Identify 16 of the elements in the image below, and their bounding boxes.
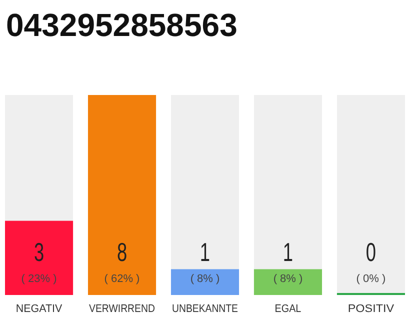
data-label: ( 8% ) (190, 273, 220, 285)
data-label: ( 8% ) (273, 273, 303, 285)
data-label: ( 62% ) (104, 273, 140, 285)
annotation: 3 (34, 238, 44, 267)
annotation: 1 (200, 238, 210, 267)
x-tick-label: EGAL (274, 303, 304, 315)
data-label: ( 23% ) (21, 273, 57, 285)
annotation: 1 (282, 238, 294, 267)
chart-title: 0432952858563 (6, 7, 238, 43)
annotation: 8 (116, 238, 128, 267)
annotation: 0 (366, 238, 376, 267)
x-tick-label: VERWIRREND (89, 303, 164, 315)
x-tick-label: NEGATIV (16, 303, 64, 315)
x-tick-label: UNBEKANNTE (172, 303, 248, 315)
data-label: ( 0% ) (356, 273, 386, 285)
x-tick-label: POSITIV (348, 303, 395, 315)
